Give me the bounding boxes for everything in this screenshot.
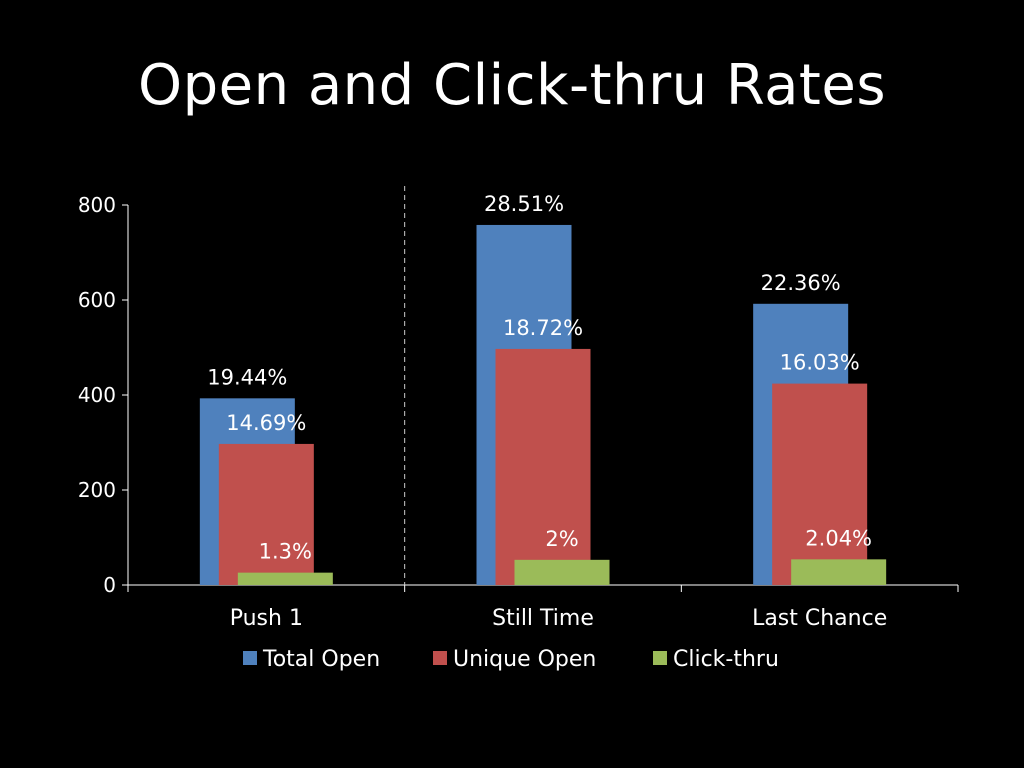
- data-label: 2.04%: [805, 526, 872, 550]
- data-label: 18.72%: [503, 316, 583, 340]
- legend-label: Unique Open: [453, 647, 596, 672]
- x-category-label: Still Time: [492, 606, 594, 631]
- bar-click-thru: [237, 572, 333, 585]
- legend-label: Total Open: [262, 647, 380, 672]
- slide-title: Open and Click-thru Rates: [137, 53, 887, 118]
- bar-unique-open: [218, 443, 314, 585]
- data-label: 22.36%: [761, 271, 841, 295]
- bar-unique-open: [772, 383, 868, 585]
- y-tick-label: 0: [103, 573, 116, 597]
- data-label: 28.51%: [484, 192, 564, 216]
- data-label: 19.44%: [207, 365, 287, 389]
- x-category-label: Last Chance: [752, 606, 887, 631]
- bar-unique-open: [495, 348, 591, 585]
- legend-label: Click-thru: [673, 647, 779, 672]
- data-label: 1.3%: [259, 540, 312, 564]
- y-tick-label: 200: [78, 478, 116, 502]
- legend-swatch: [433, 651, 447, 665]
- data-label: 2%: [545, 527, 578, 551]
- data-label: 14.69%: [226, 411, 306, 435]
- data-label: 16.03%: [780, 351, 860, 375]
- bar-click-thru: [791, 559, 887, 585]
- bar-click-thru: [514, 559, 610, 585]
- legend-swatch: [243, 651, 257, 665]
- legend-swatch: [653, 651, 667, 665]
- y-tick-label: 600: [78, 288, 116, 312]
- y-tick-label: 400: [78, 383, 116, 407]
- x-category-label: Push 1: [230, 606, 303, 631]
- y-tick-label: 800: [78, 193, 116, 217]
